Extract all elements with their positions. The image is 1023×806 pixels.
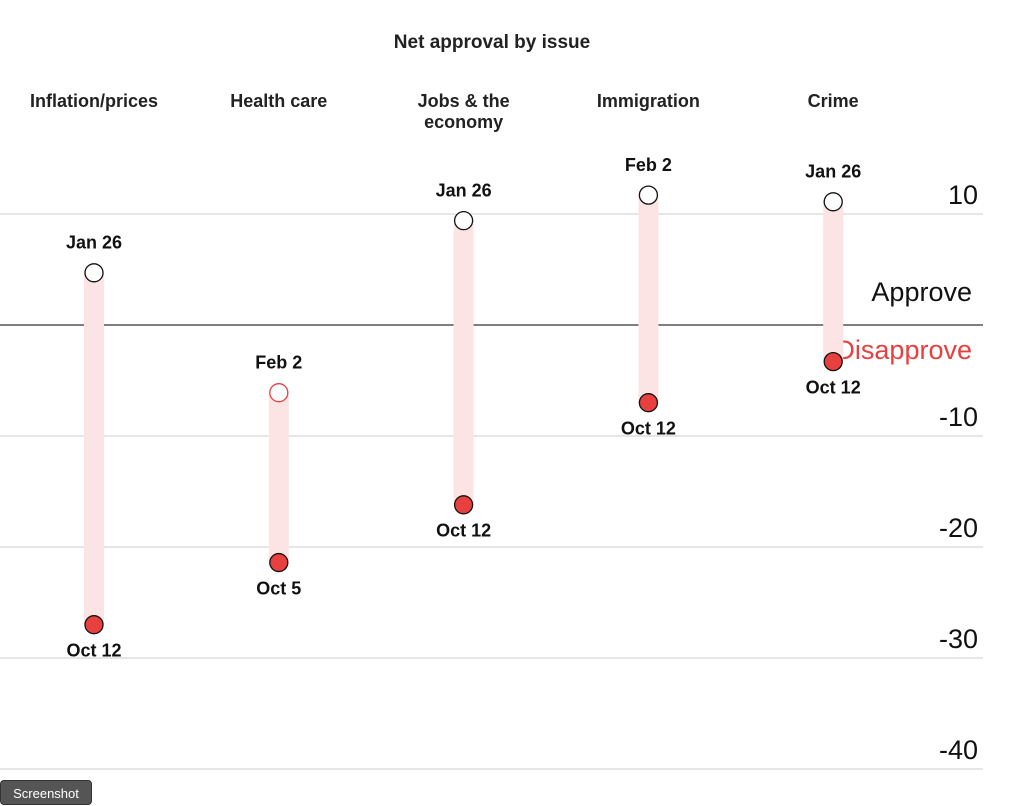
- end-dot: [269, 552, 289, 573]
- y-tick-label: -10: [939, 402, 978, 432]
- approve-label: Approve: [871, 277, 972, 307]
- end-dot: [638, 393, 659, 413]
- start-label: Feb 2: [255, 352, 302, 372]
- category-header: Crime: [807, 91, 859, 111]
- range-bar: [638, 195, 659, 403]
- end-label: Oct 12: [621, 418, 676, 438]
- y-tick-label: 10: [948, 180, 978, 210]
- start-label: Feb 2: [625, 155, 672, 175]
- y-tick-label: -30: [939, 624, 978, 654]
- category-header: Immigration: [596, 91, 700, 111]
- start-label: Jan 26: [805, 162, 861, 182]
- end-label: Oct 12: [436, 521, 491, 541]
- end-dot: [453, 495, 474, 515]
- start-dot: [453, 211, 474, 231]
- end-dot: [823, 351, 843, 372]
- range-bar: [268, 392, 289, 563]
- end-label: Oct 5: [256, 578, 301, 598]
- disapprove-label: Disapprove: [835, 335, 972, 365]
- category-header: Inflation/prices: [29, 91, 159, 111]
- end-label: Oct 12: [806, 377, 861, 397]
- category-header: Jobs & the economy: [417, 91, 510, 132]
- y-tick-label: -40: [939, 735, 978, 765]
- start-dot: [823, 192, 843, 212]
- start-dot: [269, 383, 289, 403]
- category-header: Health care: [230, 91, 328, 111]
- start-label: Jan 26: [436, 180, 492, 200]
- range-bar: [823, 201, 844, 362]
- end-label: Oct 12: [66, 640, 121, 660]
- end-dot: [84, 615, 104, 635]
- start-dot: [84, 263, 104, 283]
- start-dot: [638, 185, 659, 205]
- range-bar: [453, 220, 474, 505]
- y-tick-label: -20: [939, 513, 978, 543]
- start-label: Jan 26: [66, 233, 122, 253]
- chart-title: Net approval by issue: [394, 32, 590, 53]
- range-bar: [84, 272, 104, 625]
- screenshot-badge: Screenshot: [0, 780, 92, 805]
